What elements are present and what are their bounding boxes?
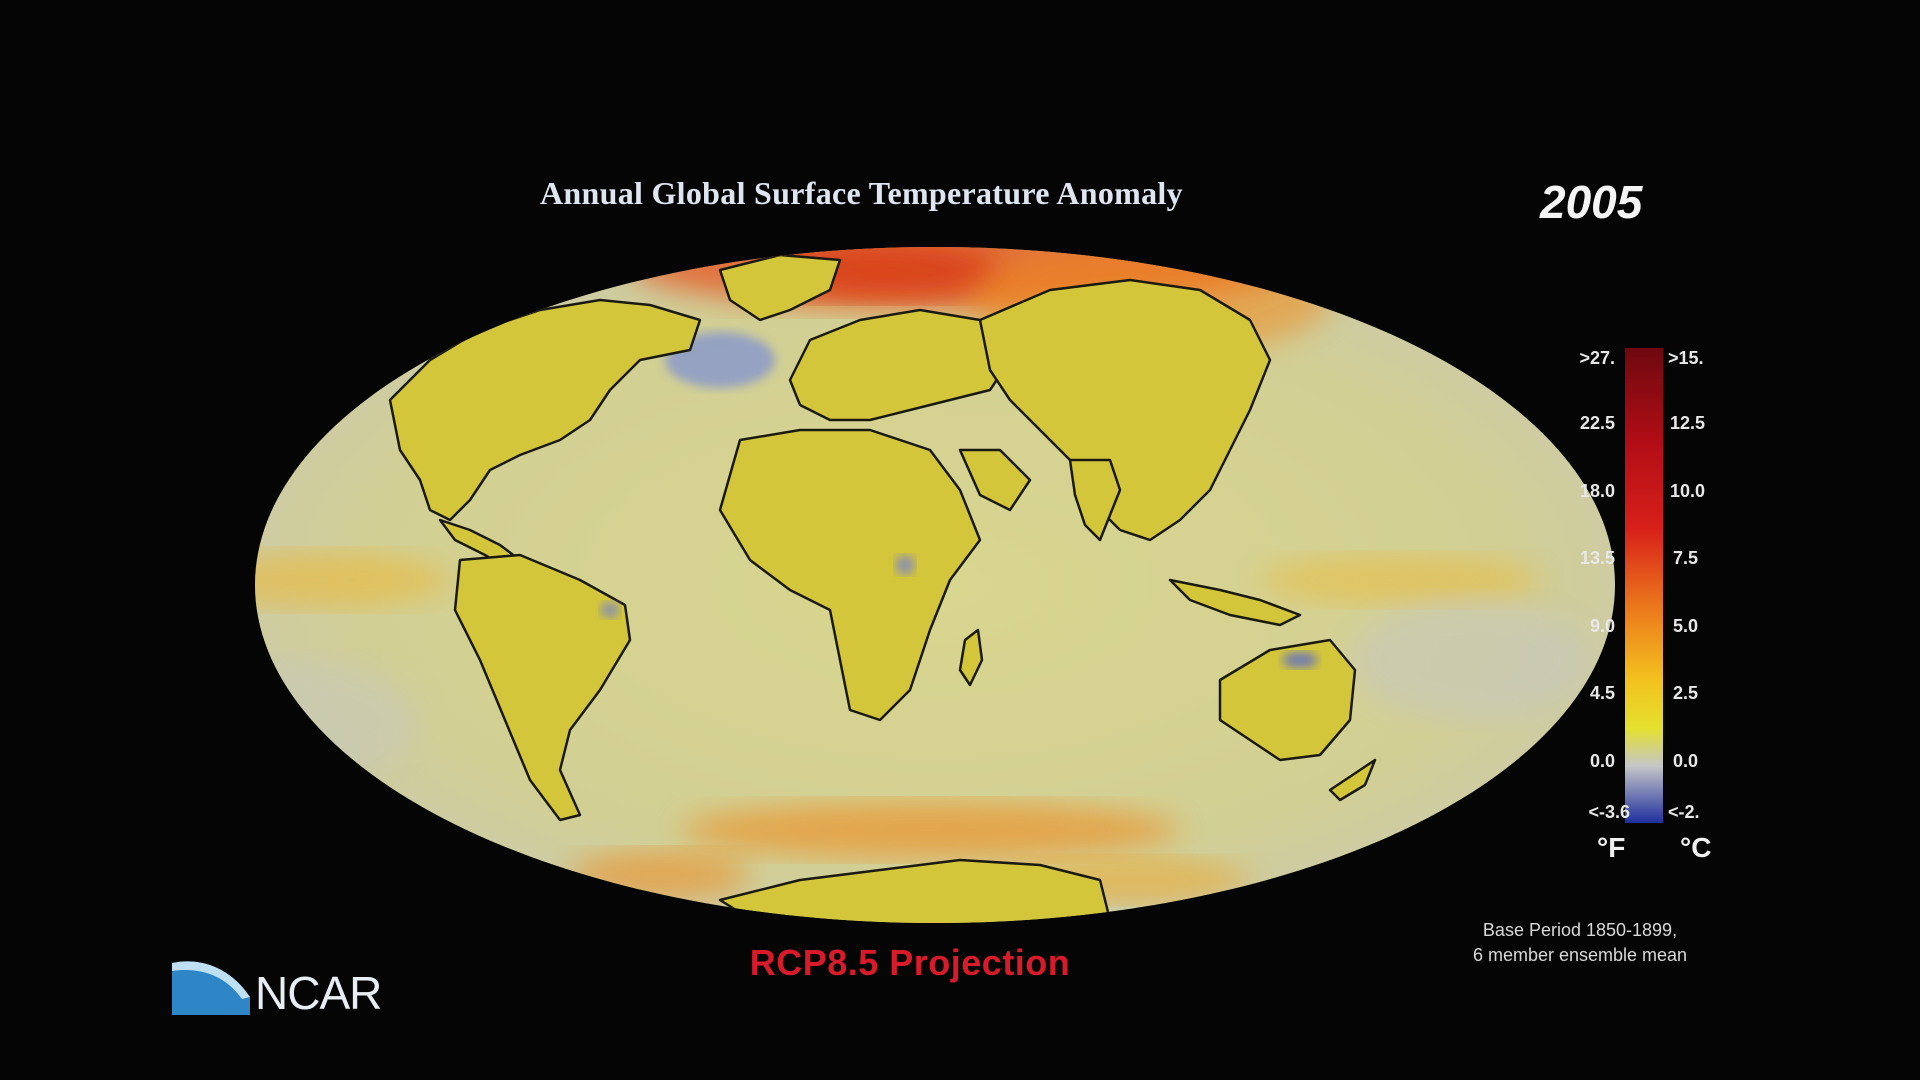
base-period-line1: Base Period 1850-1899,: [1482, 920, 1678, 940]
colorbar-f-label: 9.0: [1589, 616, 1615, 636]
arabia: [958, 448, 1032, 512]
new-zealand: [1328, 758, 1377, 802]
unit-fahrenheit: °F: [1597, 832, 1626, 863]
colorbar-f-label: 22.5: [1579, 413, 1615, 433]
south-america: [453, 553, 632, 822]
colorbar-c-label: 5.0: [1673, 616, 1699, 636]
colorbar-c-label: <-2.: [1668, 802, 1700, 822]
africa: [718, 428, 982, 722]
colorbar-c-label: 7.5: [1673, 548, 1699, 568]
colorbar-f-label: >27.: [1579, 348, 1615, 368]
australia: [1218, 638, 1357, 762]
colorbar-c-label: 10.0: [1670, 481, 1706, 501]
colorbar-c-label: 2.5: [1673, 683, 1699, 703]
greenland: [718, 253, 842, 322]
europe: [788, 308, 1012, 422]
india: [1068, 458, 1122, 542]
north-america: [388, 298, 702, 522]
colorbar-c-label: >15.: [1668, 348, 1704, 368]
ncar-wave-icon: [172, 961, 250, 1015]
indonesia: [1168, 578, 1302, 627]
continents: [388, 253, 1377, 923]
cool-land-spots: [600, 555, 1318, 668]
colorbar-f-label: 18.0: [1579, 481, 1615, 501]
colorbar: [1625, 348, 1663, 823]
colorbar-f-label: 0.0: [1589, 751, 1615, 771]
base-period-line2: 6 member ensemble mean: [1472, 945, 1688, 965]
colorbar-c-label: 0.0: [1673, 751, 1699, 771]
antarctica: [718, 858, 1112, 923]
ncar-logo-text: NCAR: [255, 967, 382, 1019]
map-title: Annual Global Surface Temperature Anomal…: [540, 175, 1183, 211]
colorbar-c-label: 12.5: [1670, 413, 1706, 433]
madagascar: [958, 628, 984, 687]
colorbar-f-label: 13.5: [1579, 548, 1615, 568]
year-label: 2005: [1540, 176, 1643, 228]
colorbar-f-label: 4.5: [1589, 683, 1615, 703]
scenario-label: RCP8.5 Projection: [749, 942, 1071, 983]
colorbar-f-label: <-3.6: [1588, 802, 1630, 822]
unit-celsius: °C: [1680, 832, 1712, 863]
asia: [978, 278, 1272, 542]
